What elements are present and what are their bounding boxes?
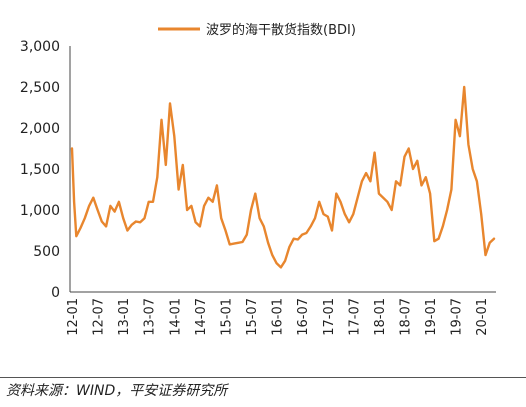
y-tick-label: 2,500	[20, 80, 60, 96]
bdi-line-chart: 波罗的海干散货指数(BDI) 3,000 2,500 2,000 1,500 1,000…	[20, 22, 496, 336]
legend-label: 波罗的海干散货指数(BDI)	[206, 22, 356, 38]
x-tick-labels: 12-01 12-07 13-01 13-07 14-01 14-07 15-01 15-07…	[66, 298, 490, 336]
x-tick-label: 14-07	[194, 298, 209, 336]
bdi-series-line	[70, 85, 496, 269]
chart-axes	[69, 46, 496, 293]
y-tick-label: 1,500	[20, 162, 60, 178]
x-tick-label: 18-07	[398, 298, 413, 336]
x-tick-label: 13-07	[143, 298, 158, 336]
x-tick-label: 15-07	[245, 298, 260, 336]
y-tick-label: 0	[51, 285, 60, 301]
y-tick-labels: 3,000 2,500 2,000 1,500 1,000 500 0	[20, 39, 60, 301]
x-tick-label: 13-01	[117, 298, 132, 336]
x-tick-label: 19-07	[450, 298, 465, 336]
source-divider	[0, 377, 526, 378]
x-tick-label: 12-07	[92, 298, 107, 336]
x-tick-label: 16-01	[271, 298, 286, 336]
x-tick-label: 15-01	[219, 298, 234, 336]
x-tick-label: 14-01	[168, 298, 183, 336]
x-tick-label: 17-07	[347, 298, 362, 336]
y-tick-label: 1,000	[20, 203, 60, 219]
x-tick-label: 12-01	[66, 298, 81, 336]
x-tick-label: 20-01	[475, 298, 490, 336]
x-tick-label: 16-07	[296, 298, 311, 336]
x-tick-label: 17-01	[322, 298, 337, 336]
x-tick-label: 19-01	[424, 298, 439, 336]
y-tick-label: 2,000	[20, 121, 60, 137]
x-tick-label: 18-01	[373, 298, 388, 336]
source-note: 资料来源：WIND，平安证券研究所	[6, 383, 228, 399]
y-tick-label: 500	[33, 244, 60, 260]
y-tick-label: 3,000	[20, 39, 60, 55]
chart-legend: 波罗的海干散货指数(BDI)	[158, 22, 356, 38]
